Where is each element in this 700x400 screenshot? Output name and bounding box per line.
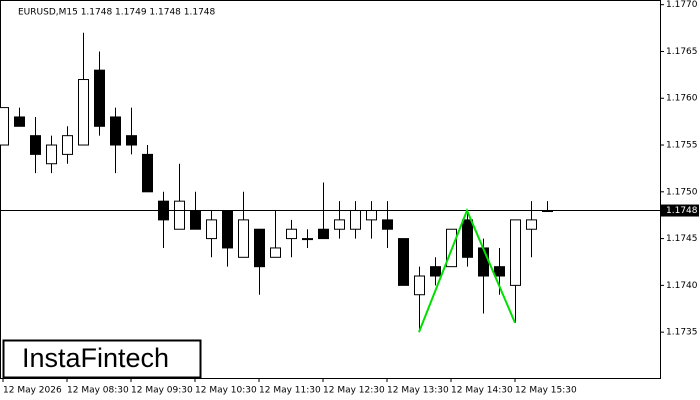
y-tick-label: 1.1755: [666, 141, 698, 151]
candle-body: [350, 210, 361, 230]
x-tick-label: 12 May 10:30: [195, 386, 257, 396]
x-tick-label: 12 May 14:30: [451, 386, 513, 396]
candle-body: [334, 219, 345, 230]
candle-body: [494, 266, 505, 277]
y-tick-label: 1.1770: [666, 0, 698, 10]
candle-body: [382, 219, 393, 230]
candle-body: [366, 210, 377, 221]
logo-box: [2, 339, 202, 379]
x-tick-label: 12 May 09:30: [131, 386, 193, 396]
plot-frame: [0, 0, 661, 379]
logo: InstaFintech: [22, 343, 169, 373]
candle-body: [174, 200, 185, 230]
candle-body: [30, 135, 41, 155]
last-price-box: [661, 204, 699, 217]
candle-body: [190, 210, 201, 230]
candle-body: [94, 69, 105, 127]
candle-body: [110, 116, 121, 146]
candle-body: [398, 238, 409, 286]
candle-body: [206, 219, 217, 240]
x-tick-label: 12 May 13:30: [387, 386, 449, 396]
candle-body: [142, 153, 153, 193]
candle-body: [126, 135, 137, 146]
candle-body: [270, 247, 281, 258]
y-tick-label: 1.1765: [666, 47, 698, 57]
x-tick-label: 12 May 08:30: [67, 386, 129, 396]
candle-body: [78, 79, 89, 146]
candle-body: [46, 144, 57, 165]
candle-body: [254, 228, 265, 268]
candle-body: [318, 228, 329, 240]
candle-body: [430, 266, 441, 277]
candle-body: [286, 228, 297, 240]
y-tick-label: 1.1745: [666, 234, 698, 244]
x-tick-label: 12 May 12:30: [323, 386, 385, 396]
y-tick-label: 1.1760: [666, 94, 698, 104]
y-tick-label: 1.1740: [666, 281, 698, 291]
candle-body: [462, 219, 473, 258]
candle-body: [238, 219, 249, 258]
chart-title: EURUSD,M15 1.1748 1.1749 1.1748 1.1748: [18, 8, 216, 18]
candle-body: [478, 247, 489, 277]
candle-body: [526, 219, 537, 230]
candle-body: [62, 135, 73, 155]
last-price-label: 1.1748: [666, 206, 698, 216]
candle-body: [222, 210, 233, 249]
x-tick-label: 12 May 15:30: [515, 386, 577, 396]
candle-body: [414, 275, 425, 296]
candle-body: [302, 238, 313, 241]
y-tick-label: 1.1750: [666, 187, 698, 197]
x-tick-label: 12 May 11:30: [259, 386, 321, 396]
y-tick-label: 1.1735: [666, 328, 698, 338]
candle-body: [14, 116, 25, 127]
pattern-line: [418, 207, 516, 333]
x-tick-label: 12 May 2026: [3, 386, 62, 396]
candle-body: [0, 107, 9, 146]
candle-body: [510, 219, 521, 286]
